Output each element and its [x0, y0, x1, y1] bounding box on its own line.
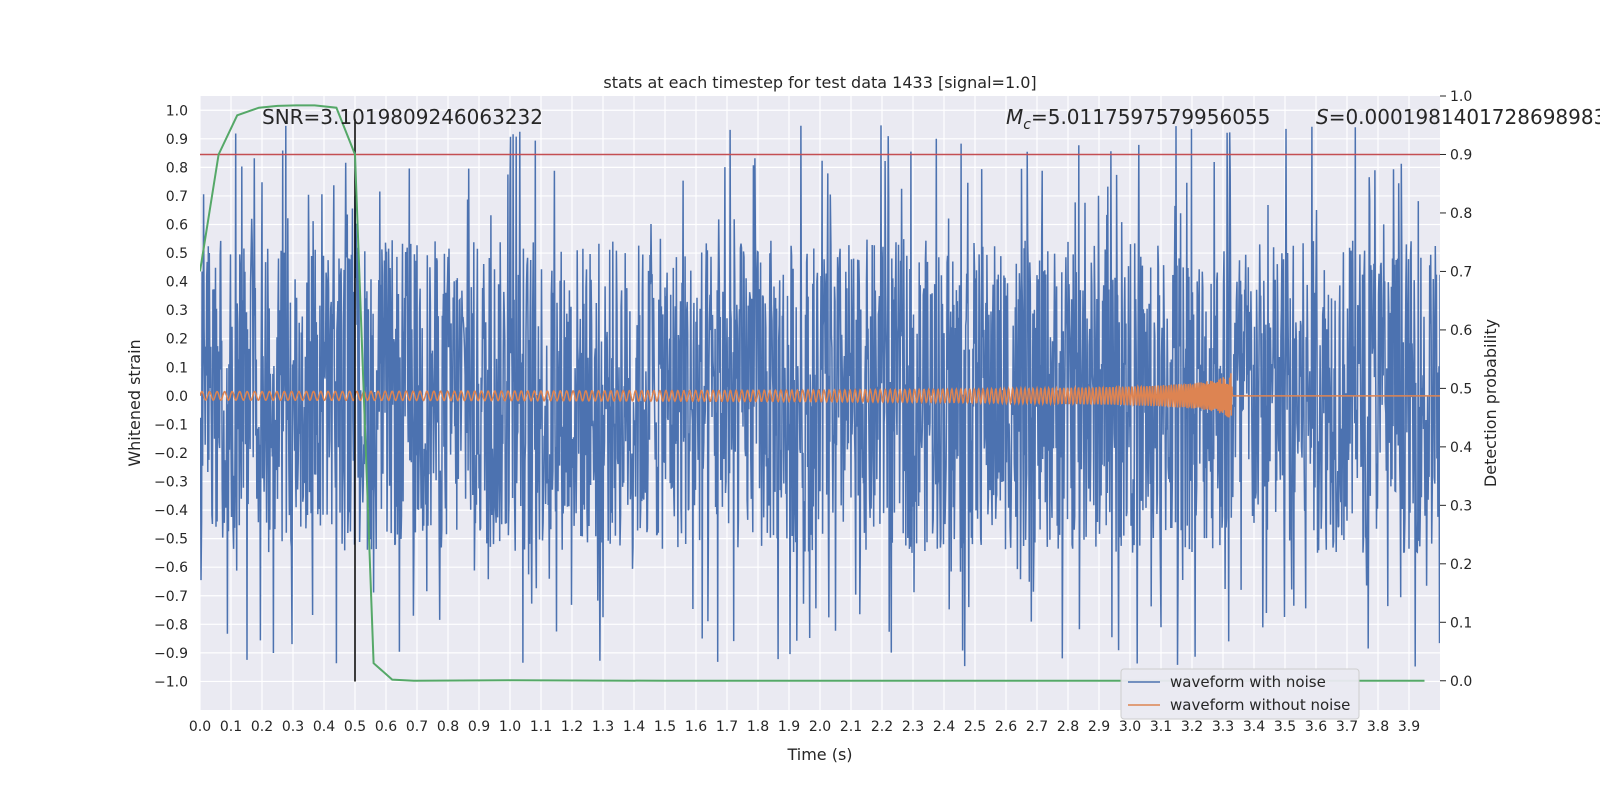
- y-ticks-left: 1.0 0.9 0.8 0.7 0.6 0.5 0.4 0.3 0.2 0.1 0.0 −0.1 −0.…: [154, 103, 188, 690]
- chirp-mass-symbol: M: [1006, 105, 1023, 129]
- x-tick-label: 1.4: [623, 719, 645, 735]
- x-tick-label: 3.0: [1119, 719, 1141, 735]
- y-tick-label-right: 0.9: [1450, 147, 1472, 163]
- y-tick-label-left: −1.0: [154, 674, 188, 690]
- chirp-mass-subscript: c: [1023, 117, 1031, 133]
- x-axis-label: Time (s): [786, 745, 852, 764]
- x-tick-label: 2.7: [1026, 719, 1048, 735]
- x-tick-label: 1.1: [530, 719, 552, 735]
- y-tick-label-left: 0.7: [166, 189, 188, 205]
- x-tick-label: 1.0: [499, 719, 521, 735]
- x-tick-label: 1.9: [778, 719, 800, 735]
- y-tick-label-left: 0.0: [166, 389, 188, 405]
- y-tick-label-left: −0.8: [154, 617, 188, 633]
- y-tick-label-right: 0.4: [1450, 440, 1472, 456]
- y-tick-label-left: −0.3: [154, 475, 188, 491]
- x-tick-label: 2.2: [871, 719, 893, 735]
- y-tick-label-right: 0.7: [1450, 264, 1472, 280]
- x-tick-label: 3.1: [1150, 719, 1172, 735]
- s-value: =0.00019814017286989838: [1329, 105, 1600, 129]
- y-tick-label-right: 0.8: [1450, 206, 1472, 222]
- y-tick-label-left: 0.4: [166, 275, 188, 291]
- chirp-mass-value: =5.0117597579956055: [1031, 105, 1270, 129]
- x-tick-label: 2.3: [902, 719, 924, 735]
- x-tick-label: 3.9: [1398, 719, 1420, 735]
- x-tick-label: 3.6: [1305, 719, 1327, 735]
- x-tick-label: 0.7: [406, 719, 428, 735]
- y-tick-label-left: −0.2: [154, 446, 188, 462]
- chirp-mass-annotation: Mc=5.0117597579956055: [1006, 105, 1270, 133]
- y-tick-label-right: 0.6: [1450, 323, 1472, 339]
- legend-label-with-noise: waveform with noise: [1170, 673, 1326, 691]
- plot-series: [200, 104, 1440, 682]
- x-tick-label: 2.4: [933, 719, 955, 735]
- series-detection-probability: [200, 104, 1425, 682]
- y-tick-label-right: 0.0: [1450, 674, 1472, 690]
- legend-label-without-noise: waveform without noise: [1170, 696, 1350, 714]
- series-waveform-without-noise: [200, 373, 1440, 418]
- x-tick-label: 0.8: [437, 719, 459, 735]
- x-tick-label: 2.6: [995, 719, 1017, 735]
- s-annotation: S=0.00019814017286989838: [1316, 105, 1600, 129]
- x-tick-label: 0.2: [251, 719, 273, 735]
- x-ticks: 0.0 0.1 0.2 0.3 0.4 0.5 0.6 0.7 0.8 0.9 1.0 1.1 1.2 1…: [189, 719, 1420, 735]
- x-tick-label: 3.2: [1181, 719, 1203, 735]
- y-tick-label-left: 0.1: [166, 360, 188, 376]
- x-tick-label: 2.0: [809, 719, 831, 735]
- x-tick-label: 3.5: [1274, 719, 1296, 735]
- y-tick-label-left: −0.7: [154, 589, 188, 605]
- y-tick-label-left: 0.3: [166, 303, 188, 319]
- y-tick-label-left: 0.6: [166, 218, 188, 234]
- y-tick-label-left: 1.0: [166, 103, 188, 119]
- x-tick-label: 0.0: [189, 719, 211, 735]
- y-tick-label-right: 0.1: [1450, 615, 1472, 631]
- series-waveform-with-noise: [200, 125, 1440, 667]
- x-tick-label: 0.3: [282, 719, 304, 735]
- x-tick-label: 2.5: [964, 719, 986, 735]
- x-tick-label: 3.7: [1336, 719, 1358, 735]
- x-tick-label: 0.4: [313, 719, 335, 735]
- x-tick-label: 0.6: [375, 719, 397, 735]
- x-tick-label: 3.8: [1367, 719, 1389, 735]
- x-tick-label: 3.4: [1243, 719, 1265, 735]
- x-tick-label: 2.9: [1088, 719, 1110, 735]
- y-tick-label-left: −0.6: [154, 560, 188, 576]
- y-ticks-right: 1.0 0.9 0.8 0.7 0.6 0.5 0.4 0.3 0.2 0.1 0.0: [1440, 89, 1472, 690]
- x-tick-label: 1.8: [747, 719, 769, 735]
- y-tick-label-left: 0.8: [166, 160, 188, 176]
- y-tick-label-left: 0.2: [166, 332, 188, 348]
- y-tick-label-right: 0.5: [1450, 381, 1472, 397]
- y-tick-label-right: 0.3: [1450, 498, 1472, 514]
- x-tick-label: 0.1: [220, 719, 242, 735]
- x-tick-label: 1.5: [654, 719, 676, 735]
- y-tick-label-left: −0.9: [154, 646, 188, 662]
- y-tick-label-left: −0.1: [154, 417, 188, 433]
- y-tick-label-left: 0.9: [166, 132, 188, 148]
- s-symbol: S: [1316, 105, 1329, 129]
- y-tick-label-left: −0.4: [154, 503, 188, 519]
- x-tick-label: 3.3: [1212, 719, 1234, 735]
- y-tick-label-right: 1.0: [1450, 89, 1472, 105]
- x-tick-label: 2.1: [840, 719, 862, 735]
- y-axis-label-left: Whitened strain: [125, 339, 144, 466]
- x-tick-label: 1.7: [716, 719, 738, 735]
- x-tick-label: 1.2: [561, 719, 583, 735]
- x-tick-label: 0.9: [468, 719, 490, 735]
- x-tick-label: 1.6: [685, 719, 707, 735]
- y-tick-label-left: 0.5: [166, 246, 188, 262]
- legend-box: [1120, 668, 1360, 720]
- x-tick-label: 1.3: [592, 719, 614, 735]
- y-axis-label-right: Detection probability: [1481, 319, 1500, 487]
- legend: waveform with noise waveform without noi…: [1120, 668, 1360, 720]
- snr-annotation: SNR=3.1019809246063232: [262, 105, 543, 129]
- chart-title: stats at each timestep for test data 143…: [603, 73, 1036, 92]
- x-tick-label: 0.5: [344, 719, 366, 735]
- x-tick-label: 2.8: [1057, 719, 1079, 735]
- y-tick-label-right: 0.2: [1450, 557, 1472, 573]
- y-tick-label-left: −0.5: [154, 532, 188, 548]
